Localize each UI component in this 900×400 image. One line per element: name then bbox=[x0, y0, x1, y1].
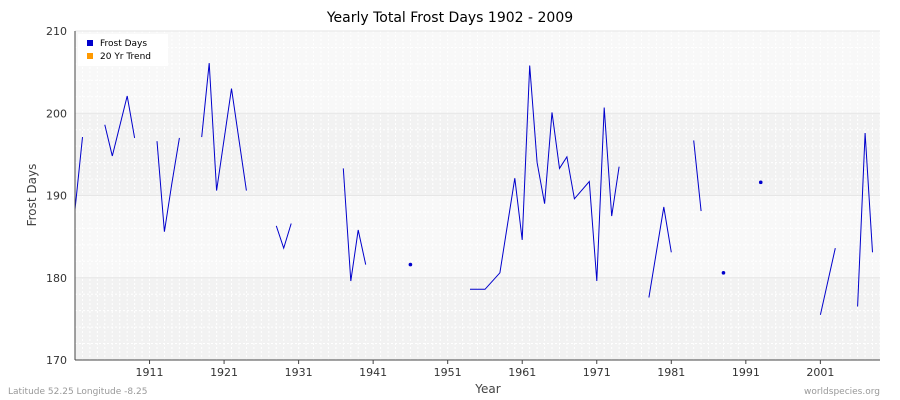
series-line-segment bbox=[342, 168, 367, 282]
x-tick-label: 1971 bbox=[583, 366, 611, 379]
y-tick-label: 200 bbox=[46, 107, 67, 120]
data-point bbox=[758, 180, 763, 185]
x-tick-label: 1921 bbox=[210, 366, 238, 379]
axes: 170 180 190 200 210 1911 1921 1931 1941 1951 1961 1… bbox=[46, 25, 880, 379]
x-tick-label: 1941 bbox=[359, 366, 387, 379]
y-axis-label: Frost Days bbox=[25, 164, 39, 227]
series-line-segment bbox=[819, 247, 836, 315]
legend-label-frost-days: Frost Days bbox=[100, 39, 147, 49]
grid-lines bbox=[74, 30, 881, 361]
y-tick-label: 180 bbox=[46, 272, 67, 285]
legend-swatch-frost-days bbox=[87, 40, 93, 46]
location-footnote: Latitude 52.25 Longitude -8.25 bbox=[8, 387, 147, 397]
data-point bbox=[721, 271, 726, 275]
x-tick-label: 1981 bbox=[657, 366, 685, 379]
source-footnote: worldspecies.org bbox=[804, 387, 880, 397]
legend-swatch-20-yr-trend bbox=[87, 53, 93, 59]
series-line-segment bbox=[857, 132, 873, 307]
x-tick-label: 1961 bbox=[508, 366, 536, 379]
series-line-segment bbox=[156, 137, 180, 232]
series-line-segment bbox=[693, 140, 702, 212]
series-line-segment bbox=[74, 137, 83, 210]
series-line-segment bbox=[648, 206, 672, 298]
y-tick-label: 190 bbox=[46, 190, 67, 203]
legend-box bbox=[78, 34, 168, 66]
series-line-segment bbox=[470, 65, 620, 290]
y-tick-label: 210 bbox=[46, 25, 67, 38]
y-tick-label: 170 bbox=[46, 354, 67, 367]
chart-title: Yearly Total Frost Days 1902 - 2009 bbox=[326, 10, 573, 26]
series-line-segment bbox=[275, 223, 292, 250]
series-layer bbox=[74, 63, 873, 315]
series-line-segment bbox=[201, 63, 247, 191]
legend-label-20-yr-trend: 20 Yr Trend bbox=[100, 52, 151, 62]
x-axis-label: Year bbox=[474, 382, 500, 396]
x-tick-label: 1911 bbox=[136, 366, 164, 379]
x-tick-label: 2001 bbox=[806, 366, 834, 379]
x-tick-label: 1991 bbox=[732, 366, 760, 379]
x-tick-label: 1931 bbox=[285, 366, 313, 379]
x-tick-label: 1951 bbox=[434, 366, 462, 379]
series-line-segment bbox=[104, 95, 136, 157]
legend: Frost Days 20 Yr Trend bbox=[78, 34, 168, 66]
plot-band bbox=[75, 113, 880, 196]
data-point bbox=[408, 262, 413, 267]
